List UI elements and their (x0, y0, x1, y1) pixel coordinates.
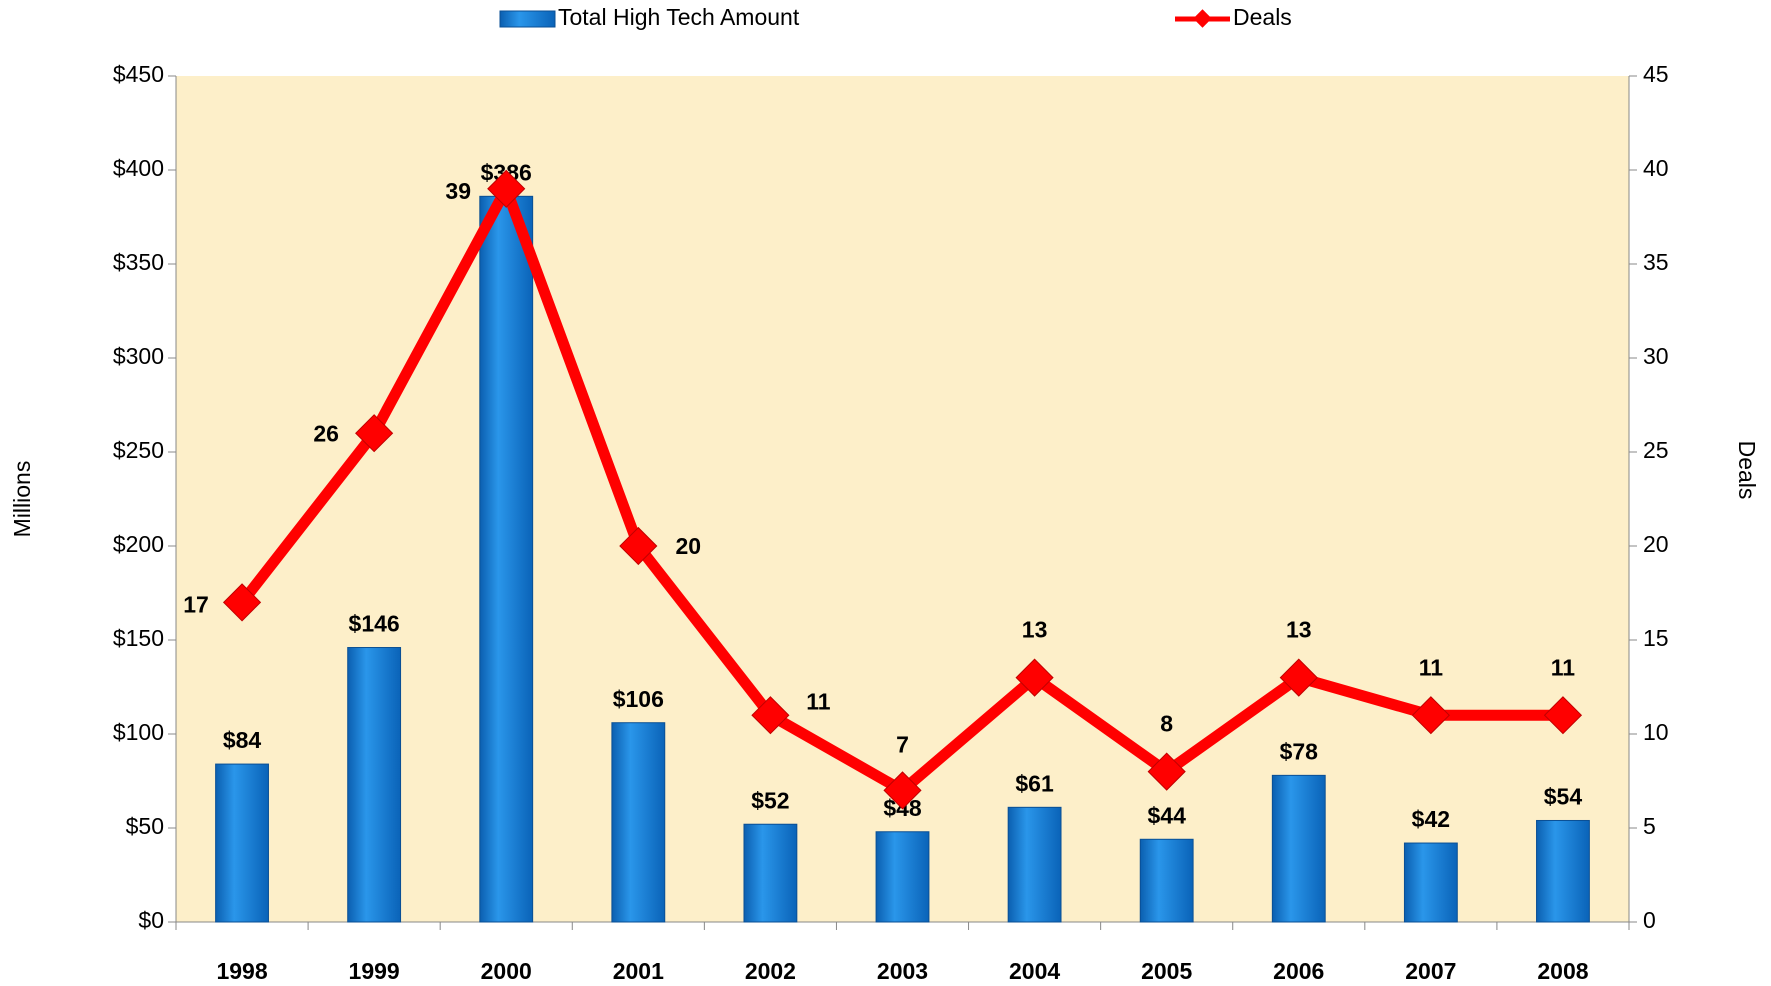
bar (1271, 774, 1326, 923)
y2-tick-label: 15 (1643, 625, 1669, 651)
y2-axis-title: Deals (1734, 441, 1760, 500)
line-marker (1015, 658, 1054, 697)
x-tick-label: 2007 (1405, 958, 1456, 984)
x-tick-label: 2004 (1009, 958, 1060, 984)
bar-value-label: $52 (751, 787, 789, 813)
y-tick-label: $300 (113, 343, 164, 369)
legend-label: Total High Tech Amount (558, 4, 800, 30)
line-value-label: 7 (896, 731, 909, 757)
y-tick-label: $100 (113, 719, 164, 745)
line-value-label: 11 (1551, 654, 1576, 680)
line-marker (222, 583, 262, 622)
x-tick-label: 2003 (877, 958, 928, 984)
line-value-label: 13 (1286, 617, 1312, 643)
y2-tick-label: 25 (1643, 437, 1669, 463)
y-tick-label: $250 (113, 437, 164, 463)
y2-tick-label: 30 (1643, 343, 1669, 369)
line-value-label: 26 (313, 420, 339, 446)
x-tick-label: 2006 (1273, 958, 1324, 984)
bar (1139, 838, 1194, 923)
legend-marker (1193, 9, 1212, 28)
x-tick-label: 2000 (481, 958, 532, 984)
bar (611, 722, 666, 923)
legend-label: Deals (1233, 4, 1292, 30)
y2-tick-label: 10 (1643, 719, 1669, 745)
bar (347, 647, 402, 923)
line-marker (1147, 752, 1186, 791)
legend-swatch (499, 10, 556, 28)
y2-tick-label: 45 (1643, 61, 1669, 87)
bar (479, 195, 534, 923)
line-value-label: 17 (183, 591, 209, 617)
line-marker (355, 414, 394, 453)
x-tick-label: 2001 (613, 958, 664, 984)
bar-value-label: $54 (1544, 784, 1583, 810)
x-tick-label: 2005 (1141, 958, 1192, 984)
y-tick-label: $200 (113, 531, 164, 557)
line-marker (1279, 658, 1318, 697)
x-tick-label: 1998 (216, 958, 267, 984)
bar (1007, 806, 1062, 923)
y-tick-label: $150 (113, 625, 164, 651)
bar-value-label: $42 (1412, 806, 1450, 832)
line-value-label: 11 (1419, 654, 1444, 680)
y2-tick-label: 35 (1643, 249, 1669, 275)
y2-tick-label: 5 (1643, 813, 1656, 839)
bar (875, 831, 930, 923)
bar-value-label: $84 (223, 727, 262, 753)
y-tick-label: $0 (138, 907, 164, 933)
line-marker (883, 771, 922, 810)
y-tick-label: $350 (113, 249, 164, 275)
bar (1403, 842, 1458, 923)
line-marker (487, 169, 526, 208)
bar (215, 763, 269, 923)
y2-tick-label: 0 (1643, 907, 1656, 933)
bar-value-label: $44 (1147, 802, 1186, 828)
line-value-label: 11 (806, 688, 831, 714)
line-value-label: 8 (1160, 711, 1173, 737)
x-tick-label: 2002 (745, 958, 796, 984)
bar-value-label: $106 (613, 686, 664, 712)
y-tick-label: $50 (126, 813, 164, 839)
x-tick-label: 1999 (349, 958, 400, 984)
line-marker (619, 526, 658, 566)
line-marker (1411, 696, 1450, 735)
y2-tick-label: 40 (1643, 155, 1669, 181)
bar-value-label: $61 (1015, 770, 1054, 796)
line-value-label: 39 (445, 178, 471, 204)
x-tick-label: 2008 (1537, 958, 1588, 984)
bar (1536, 819, 1590, 923)
line-value-label: 20 (676, 533, 702, 559)
y-tick-label: $450 (113, 61, 164, 87)
y-axis-title: Millions (9, 461, 35, 538)
bar-value-label: $146 (349, 611, 400, 637)
y2-tick-label: 20 (1643, 531, 1669, 557)
bar (743, 823, 798, 923)
line-value-label: 13 (1022, 617, 1048, 643)
bar-value-label: $78 (1280, 738, 1319, 764)
line-marker (751, 696, 790, 735)
line-marker (1543, 696, 1583, 735)
y-tick-label: $400 (113, 155, 164, 181)
